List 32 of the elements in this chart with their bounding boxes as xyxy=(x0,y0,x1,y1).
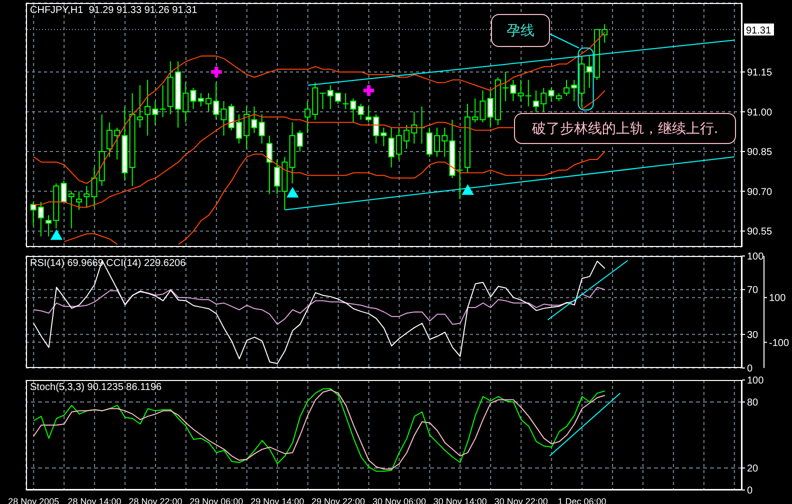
candlestick xyxy=(76,190,82,210)
chart-title: CHFJPY,H1 91.29 91.33 91.26 91.31 xyxy=(30,5,198,16)
y-tick-label: 100 xyxy=(747,376,764,387)
point xyxy=(211,66,222,78)
candlestick xyxy=(358,103,364,120)
annotation: 破了步林线的上轨，继续上行. xyxy=(514,113,736,144)
y-tick-label: 0 xyxy=(747,486,753,497)
point xyxy=(50,229,63,240)
line-series xyxy=(33,286,606,325)
y-tick-label: 20 xyxy=(747,464,759,475)
annotation: 孕线 xyxy=(491,14,550,47)
candlestick xyxy=(258,114,265,144)
point xyxy=(462,184,474,195)
candlestick xyxy=(456,151,463,200)
y-tick-label: 70 xyxy=(747,285,759,296)
ref-line-label: 91.31 xyxy=(746,26,772,37)
point xyxy=(286,186,299,198)
y2-tick-label: 100 xyxy=(769,293,786,304)
point xyxy=(363,85,374,96)
y-tick-label: 90.55 xyxy=(747,226,772,238)
candlestick xyxy=(160,84,166,118)
y-tick-label: 91.00 xyxy=(747,107,772,118)
y-tick-label: 90.70 xyxy=(747,186,772,198)
y-tick-label: 100 xyxy=(747,252,764,263)
y-tick-label: 91.15 xyxy=(747,68,772,79)
y-tick-label: 0 xyxy=(747,364,753,375)
chart-title: Stoch(5,3,3) 90.1235 86.1196 xyxy=(30,382,162,393)
y2-tick-label: -100 xyxy=(769,338,790,349)
y-tick-label: 80 xyxy=(747,398,759,409)
y-tick-label: 30 xyxy=(747,330,759,341)
candlestick xyxy=(266,135,272,194)
y-tick-label: 90.85 xyxy=(747,147,772,158)
